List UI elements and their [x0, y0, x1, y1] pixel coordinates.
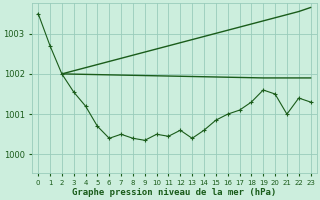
X-axis label: Graphe pression niveau de la mer (hPa): Graphe pression niveau de la mer (hPa): [72, 188, 276, 197]
